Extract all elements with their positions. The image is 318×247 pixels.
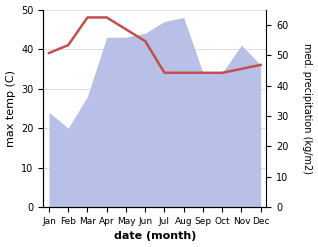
Y-axis label: med. precipitation (kg/m2): med. precipitation (kg/m2) — [302, 43, 313, 174]
Y-axis label: max temp (C): max temp (C) — [5, 70, 16, 147]
X-axis label: date (month): date (month) — [114, 231, 196, 242]
